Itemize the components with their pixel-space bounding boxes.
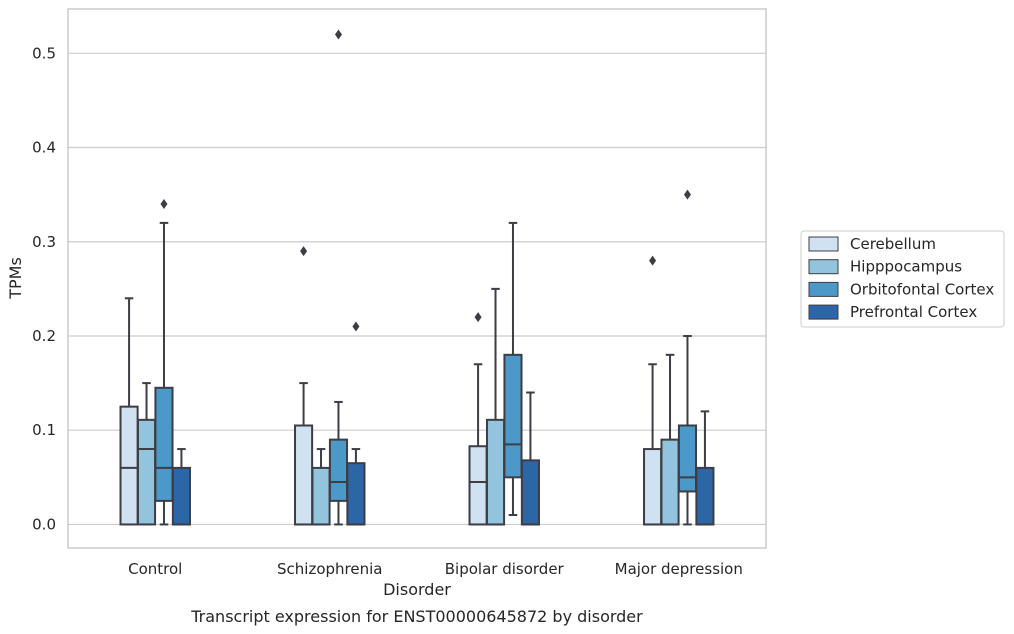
- y-tick-label: 0.5: [32, 44, 56, 62]
- y-tick-label: 0.0: [32, 515, 56, 533]
- outlier-marker: [160, 199, 168, 210]
- box-iqr: [311, 466, 331, 526]
- y-tick-labels: 0.0 0.1 0.2 0.3 0.4 0.5: [32, 44, 56, 533]
- legend-swatch: [808, 281, 839, 297]
- x-tick-labels: Control Schizophrenia Bipolar disorder Majo…: [128, 560, 743, 578]
- box-iqr: [485, 418, 506, 526]
- y-tick-label: 0.3: [32, 233, 56, 251]
- y-tick-label: 0.4: [32, 139, 56, 157]
- box-iqr: [660, 438, 680, 526]
- box-groups: [119, 29, 715, 526]
- box-4-4: [695, 410, 715, 526]
- outlier-marker: [352, 321, 360, 332]
- box-4-1: [171, 448, 191, 526]
- box-2-2: [311, 448, 331, 526]
- x-axis-label: Disorder: [383, 580, 451, 599]
- box-iqr: [171, 466, 191, 526]
- box-1-2: [294, 246, 314, 526]
- box-3-3: [503, 221, 523, 517]
- x-tick-label: Schizophrenia: [277, 560, 382, 578]
- box-3-4: [677, 189, 698, 526]
- outlier-marker: [683, 189, 691, 200]
- box-iqr: [136, 418, 157, 526]
- outlier-marker: [334, 29, 342, 40]
- legend-label: Orbitofontal Cortex: [850, 280, 994, 298]
- box-iqr: [294, 424, 314, 526]
- legend-label: Prefrontal Cortex: [850, 303, 977, 321]
- legend-swatch: [808, 259, 839, 275]
- box-2-3: [485, 287, 506, 526]
- outlier-marker: [649, 255, 657, 266]
- box-iqr: [328, 438, 349, 502]
- legend-swatch: [808, 304, 839, 320]
- box-iqr: [468, 445, 488, 526]
- box-4-2: [346, 321, 366, 526]
- box-2-4: [660, 353, 680, 526]
- box-iqr: [119, 405, 139, 526]
- legend-label: Hipppocampus: [850, 258, 962, 276]
- x-tick-label: Control: [128, 560, 182, 578]
- legend-swatch: [808, 236, 839, 252]
- figure-caption: Transcript expression for ENST0000064587…: [190, 607, 643, 626]
- y-axis-label: TPMs: [6, 257, 25, 300]
- legend-label: Cerebellum: [850, 235, 936, 253]
- box-1-3: [468, 312, 488, 526]
- legend: Cerebellum Hipppocampus Orbitofontal Corte…: [800, 230, 1005, 328]
- y-tick-label: 0.1: [32, 421, 56, 439]
- box-iqr: [154, 386, 174, 502]
- box-4-3: [520, 391, 540, 526]
- legend-items: Cerebellum Hipppocampus Orbitofontal Corte…: [808, 235, 994, 321]
- box-3-1: [154, 199, 174, 526]
- box-iqr: [695, 466, 715, 526]
- box-iqr: [520, 459, 540, 526]
- outlier-marker: [300, 246, 308, 257]
- box-iqr: [643, 448, 663, 526]
- outlier-marker: [474, 312, 482, 323]
- box-3-2: [328, 29, 349, 526]
- legend-frame: [800, 230, 1005, 328]
- x-tick-label: Bipolar disorder: [445, 560, 565, 578]
- plot-frame: [67, 8, 767, 549]
- box-1-1: [119, 297, 139, 526]
- box-1-4: [643, 255, 663, 526]
- box-iqr: [677, 424, 698, 493]
- x-tick-label: Major depression: [615, 560, 743, 578]
- box-iqr: [346, 462, 366, 526]
- box-iqr: [503, 353, 523, 479]
- box-2-1: [136, 382, 157, 526]
- y-tick-label: 0.2: [32, 327, 56, 345]
